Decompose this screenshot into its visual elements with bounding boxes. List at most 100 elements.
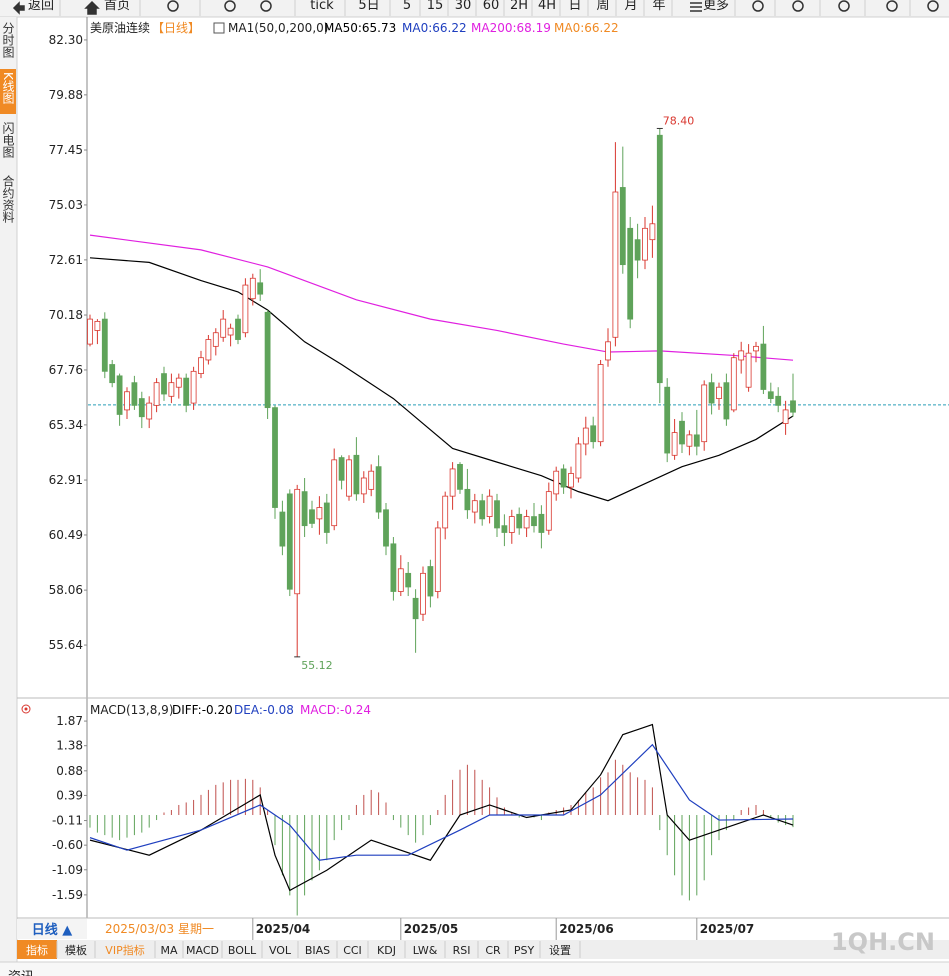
candle-body: [190, 370, 197, 404]
macd-icon[interactable]: [21, 704, 31, 714]
tab[interactable]: MACD: [186, 944, 219, 957]
candle-body: [383, 509, 389, 547]
candle-body: [508, 516, 515, 533]
candle-body: [501, 525, 508, 533]
candle-body: [479, 500, 486, 520]
candle-body: [449, 468, 456, 497]
x-tick-label: 2025/07: [700, 922, 754, 936]
toolbar-button[interactable]: 5: [403, 0, 411, 13]
candle-body: [545, 491, 552, 531]
candle-body: [323, 502, 330, 533]
tab[interactable]: BIAS: [305, 944, 330, 957]
candle-body: [168, 382, 175, 397]
candle-body: [242, 284, 249, 334]
sidebar-tab[interactable]: K线图: [1, 72, 15, 104]
macd-icon-dot: [24, 707, 28, 711]
candle-body: [375, 466, 382, 513]
y-tick-label: 1.87: [56, 714, 83, 728]
y-tick-label: 0.39: [56, 788, 83, 802]
toolbar-button[interactable]: 更多: [703, 0, 729, 13]
sidebar-tab[interactable]: 分时图: [1, 22, 15, 58]
toolbar-button[interactable]: tick: [310, 0, 334, 13]
toolbar-bg: [0, 0, 949, 17]
toolbar-button[interactable]: 15: [427, 0, 444, 13]
candle-body: [708, 382, 715, 404]
candle-body: [538, 513, 545, 533]
toolbar-icon-refresh[interactable]: [167, 0, 179, 12]
legend-entry: MA200:68.19: [471, 21, 551, 35]
footer-tab[interactable]: 资讯: [8, 970, 34, 976]
indicator-line: [89, 723, 794, 892]
toolbar-icon-brush[interactable]: [886, 0, 898, 12]
tab[interactable]: RSI: [453, 944, 471, 957]
toolbar-button[interactable]: 60: [483, 0, 500, 13]
toolbar-button[interactable]: 周: [596, 0, 609, 13]
candle-body: [161, 373, 167, 395]
candle-body: [272, 407, 278, 508]
chart-title: 美原油连续: [90, 20, 150, 35]
toolbar-icon-zoom-in[interactable]: [838, 0, 850, 12]
toolbar-button[interactable]: 日: [568, 0, 581, 13]
tab[interactable]: VOL: [269, 944, 292, 957]
tab[interactable]: VIP指标: [105, 943, 144, 957]
max-label: 78.40: [663, 114, 695, 127]
candle-body: [790, 400, 796, 413]
candle-body: [264, 311, 271, 409]
toolbar-icon-candles[interactable]: [260, 0, 272, 12]
candle-body: [753, 345, 759, 352]
chart-title: MACD(13,8,9): [90, 703, 174, 717]
x-tick-label: 2025/06: [559, 922, 613, 936]
y-tick-label: 70.18: [49, 308, 83, 322]
candle-body: [220, 318, 227, 338]
y-tick-label: -0.11: [52, 814, 83, 828]
sidebar-tab[interactable]: 闪电图: [1, 122, 15, 158]
candle-body: [457, 463, 463, 490]
toolbar-button[interactable]: 年: [652, 0, 665, 13]
y-tick-label: -1.59: [52, 888, 83, 902]
toolbar-button[interactable]: 返回: [28, 0, 54, 13]
toolbar-button[interactable]: 月: [624, 0, 637, 13]
toolbar-icon: [84, 0, 100, 15]
toolbar-icon-bars[interactable]: [224, 0, 236, 12]
candle-body: [597, 364, 604, 443]
candle-body: [94, 320, 101, 331]
toolbar-button[interactable]: 首页: [104, 0, 130, 13]
toolbar-icon-pin[interactable]: [927, 0, 939, 12]
tab[interactable]: MA: [160, 944, 177, 957]
toolbar-button[interactable]: 4H: [538, 0, 556, 13]
toolbar-button[interactable]: 30: [455, 0, 472, 13]
candle-body: [338, 457, 345, 481]
tab[interactable]: 指标: [26, 943, 48, 957]
candle-body: [782, 409, 789, 424]
candle-body: [760, 343, 767, 390]
candle-body: [205, 339, 212, 361]
tab[interactable]: CCI: [343, 944, 362, 957]
indicator-label: MA1(50,0,200,0): [228, 21, 328, 35]
toolbar-icon-zoom-out[interactable]: [792, 0, 804, 12]
toolbar-button[interactable]: 5日: [358, 0, 379, 13]
period-button-bg[interactable]: [17, 919, 87, 939]
candle-body: [494, 500, 500, 529]
candle-body: [634, 239, 641, 261]
candle-body: [560, 468, 567, 488]
tab[interactable]: PSY: [514, 944, 535, 957]
candle-body: [434, 527, 441, 592]
sidebar-tab[interactable]: 合约资料: [1, 174, 15, 223]
tab[interactable]: KDJ: [377, 944, 396, 957]
tab[interactable]: BOLL: [228, 944, 257, 957]
tab[interactable]: LW&: [413, 944, 438, 957]
candle-body: [390, 543, 397, 592]
candle-body: [116, 375, 123, 415]
tab[interactable]: 设置: [549, 944, 571, 957]
y-tick-label: 0.88: [56, 764, 83, 778]
candle-body: [309, 509, 315, 524]
tab[interactable]: CR: [485, 944, 501, 957]
candle-body: [346, 459, 352, 497]
legend-entry: DIFF:-0.20: [172, 703, 233, 717]
tab[interactable]: 模板: [65, 943, 87, 957]
toolbar-button[interactable]: 2H: [510, 0, 528, 13]
candle-body: [279, 511, 286, 547]
toolbar-icon-fx[interactable]: [752, 0, 764, 12]
period-button[interactable]: 日线 ▲: [32, 922, 73, 938]
